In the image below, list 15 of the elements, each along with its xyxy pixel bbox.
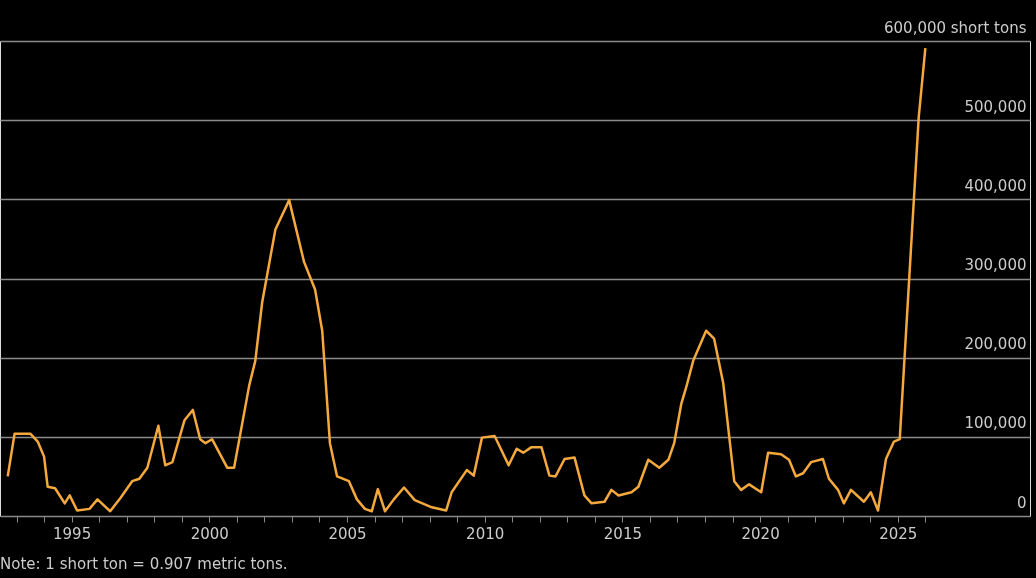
x-tick-label: 2020 [741,524,780,543]
x-tick-label: 2015 [603,524,642,543]
y-tick-label: 400,000 [964,176,1027,195]
y-tick-label: 600,000 short tons [884,18,1027,37]
x-tick-label: 2000 [190,524,229,543]
x-tick-label: 2010 [466,524,505,543]
text: Note: 1 short ton = 0.907 metric tons. [0,555,288,573]
y-tick-label: 0 [1016,493,1027,512]
y-tick-label: 200,000 [964,335,1027,354]
x-tick-label: 2005 [328,524,367,543]
x-tick-label: 2025 [879,524,918,543]
x-tick-label: 1995 [53,524,92,543]
y-tick-label: 100,000 [964,414,1027,433]
y-tick-label: 300,000 [964,256,1027,274]
y-tick-label: 500,000 [964,97,1027,116]
